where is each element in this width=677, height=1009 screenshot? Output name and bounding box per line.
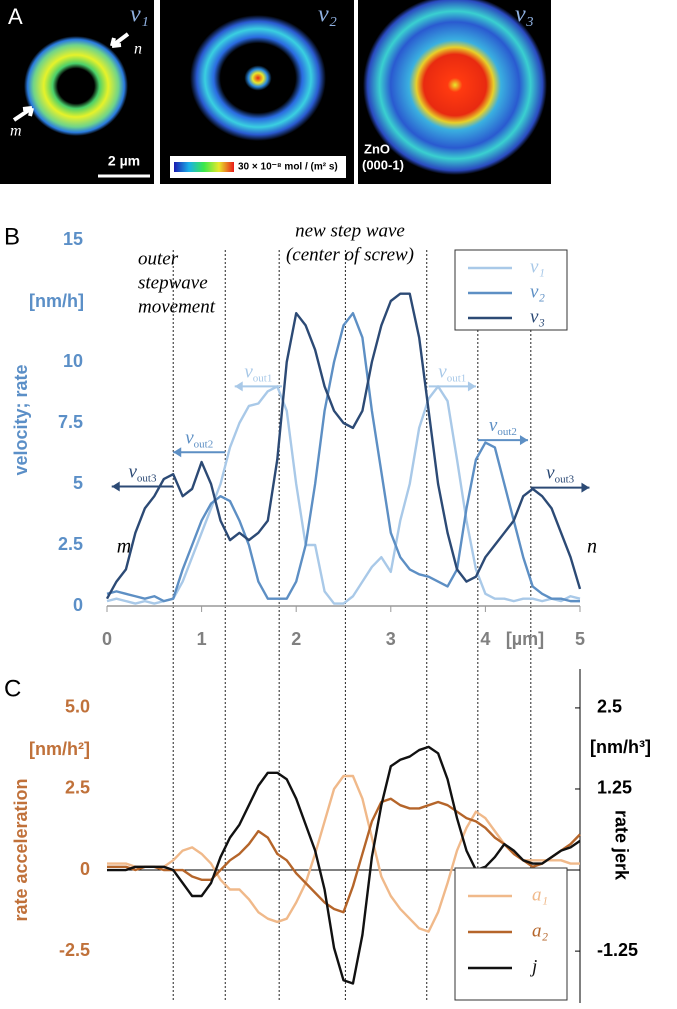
y-tick-label: 7.5: [58, 412, 83, 432]
y-tick-label: 0: [80, 859, 90, 879]
annotation: movement: [138, 296, 216, 317]
legend-label: a₂: [532, 920, 549, 941]
colorbar-box: [170, 156, 346, 178]
ring-1: [24, 36, 128, 136]
panel-letter: C: [4, 675, 21, 702]
end-label: m: [117, 536, 131, 558]
panel-a: A v₁ v₂ v₃ n m 2 µm 30 × 10⁻⁸ mol / (m² …: [0, 0, 551, 184]
arrow-head: [581, 482, 590, 493]
arrow-label-sub: out2: [497, 426, 517, 438]
y-axis-title: velocity; rate: [11, 364, 31, 475]
annotation: (center of screw): [286, 244, 414, 265]
series-line: [107, 774, 580, 933]
series-line: [107, 745, 581, 985]
colorbar-label: 30 × 10⁻⁸ mol / (m² s): [238, 162, 338, 173]
x-tick-label: 1: [197, 629, 207, 649]
y2-axis-title: rate jerk: [611, 810, 631, 881]
annotation: outer: [138, 248, 179, 269]
arrow-head: [173, 447, 182, 458]
y-tick-label: 15: [63, 229, 83, 249]
panel-letter: B: [4, 223, 20, 250]
arrow-label-main: v: [128, 462, 137, 483]
legend-label: v₁: [530, 256, 545, 277]
arrow-label-sub: out1: [447, 372, 467, 384]
annotation: new step wave: [295, 220, 405, 241]
x-tick-label: 4: [480, 629, 490, 649]
arrow-label-main: v: [244, 362, 253, 383]
y2-unit: [nm/h³]: [590, 737, 651, 757]
y-axis-title: rate acceleration: [11, 778, 31, 921]
y-tick-label: 10: [63, 351, 83, 371]
x-tick-label: 2: [291, 629, 301, 649]
arrow-label: vout1: [438, 362, 466, 384]
y-unit: [nm/h²]: [29, 739, 90, 759]
image-label: v₃: [515, 2, 534, 28]
y2-tick-label: 1.25: [597, 778, 632, 798]
x-tick-label: 5: [575, 629, 585, 649]
arrow-label-main: v: [546, 463, 555, 484]
series-line: [106, 385, 581, 605]
colorbar: [174, 162, 234, 172]
image-label: v₂: [318, 2, 337, 28]
label-n: n: [134, 41, 142, 58]
end-label: n: [587, 536, 597, 558]
annotation: stepwave: [138, 272, 208, 293]
arrow-m: [12, 106, 34, 122]
arrow-label-sub: out2: [194, 438, 214, 450]
arrow-head: [111, 481, 120, 492]
legend-label: v₂: [530, 281, 545, 302]
legend-label: v₃: [530, 306, 545, 327]
y-tick-label: 5: [73, 473, 83, 493]
legend-box: [454, 249, 568, 331]
arrow-label-sub: out3: [555, 473, 575, 485]
arrow-label-main: v: [438, 362, 447, 383]
x-tick-label: 3: [386, 629, 396, 649]
panel-letter: A: [8, 4, 23, 29]
material: (000-1): [362, 157, 404, 172]
series-line: [106, 312, 580, 603]
y-tick-label: 2.5: [65, 778, 90, 798]
arrow-label: vout1: [244, 362, 272, 384]
image-label: v₁: [130, 2, 149, 28]
legend-label: a₁: [532, 884, 548, 905]
y2-tick-label: -1.25: [597, 940, 638, 960]
arrow-n: [110, 32, 130, 48]
y-unit: [nm/h]: [29, 291, 84, 311]
arrow-label: vout3: [128, 462, 156, 484]
x-tick-label: 0: [102, 629, 112, 649]
y-tick-label: 2.5: [58, 534, 83, 554]
y-tick-label: -2.5: [59, 940, 90, 960]
y-tick-label: 5.0: [65, 697, 90, 717]
legend-box: [454, 867, 568, 1001]
arrow-head: [234, 381, 243, 392]
x-unit: [µm]: [506, 629, 544, 649]
arrow-label-main: v: [185, 428, 194, 449]
arrow-head: [467, 381, 476, 392]
ring-2: [190, 15, 326, 141]
arrow-label: vout2: [489, 415, 517, 437]
series-line: [105, 292, 582, 600]
y-tick-label: 0: [73, 595, 83, 615]
scale-label: 2 µm: [108, 153, 140, 169]
material: ZnO: [364, 141, 390, 156]
label-m: m: [10, 123, 22, 140]
ring-3: [363, 0, 547, 175]
series-line: [107, 797, 581, 914]
arrow-label: vout2: [185, 428, 213, 450]
legend-label: j: [529, 956, 537, 977]
arrow-label-main: v: [489, 415, 498, 436]
arrow-label: vout3: [546, 463, 574, 485]
arrow-label-sub: out3: [137, 472, 157, 484]
arrow-label-sub: out1: [253, 372, 273, 384]
y2-tick-label: 2.5: [597, 697, 622, 717]
arrow-head: [519, 435, 528, 446]
